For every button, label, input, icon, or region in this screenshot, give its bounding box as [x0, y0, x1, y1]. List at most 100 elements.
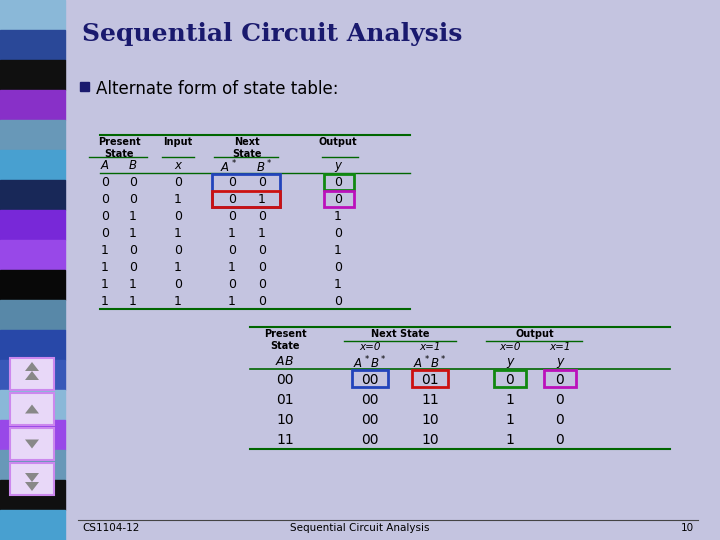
Text: 0: 0 [174, 210, 182, 223]
Text: x=0: x=0 [359, 342, 381, 352]
Text: Present
State: Present State [264, 329, 306, 350]
Text: 0: 0 [258, 210, 266, 223]
Bar [10, 463, 54, 495]
Text: 0: 0 [556, 373, 564, 387]
Text: 0: 0 [334, 295, 342, 308]
Text: 10: 10 [421, 433, 438, 447]
Text: Alternate form of state table:: Alternate form of state table: [96, 80, 338, 98]
Text: 0: 0 [334, 261, 342, 274]
Text: Output: Output [516, 329, 554, 339]
Text: $AB$: $AB$ [276, 355, 294, 368]
Text: $A^*B^*$: $A^*B^*$ [413, 355, 447, 372]
Bar [10, 393, 54, 425]
Text: 0: 0 [174, 278, 182, 291]
Bar [0, 30, 65, 60]
Text: 0: 0 [228, 193, 236, 206]
Polygon shape [25, 473, 39, 482]
Text: Input: Input [163, 137, 193, 147]
Bar [412, 370, 448, 387]
Text: y: y [557, 355, 564, 368]
Bar [494, 370, 526, 387]
Text: 1: 1 [258, 227, 266, 240]
Text: 1: 1 [334, 244, 342, 257]
Text: 1: 1 [129, 295, 137, 308]
Text: $A^*$: $A^*$ [220, 159, 238, 176]
Text: A: A [101, 159, 109, 172]
Text: 11: 11 [421, 393, 439, 407]
Text: 0: 0 [228, 210, 236, 223]
Bar [80, 82, 89, 91]
Text: 1: 1 [129, 210, 137, 223]
Bar [0, 270, 65, 300]
Text: 0: 0 [174, 176, 182, 189]
Text: 00: 00 [361, 393, 379, 407]
Polygon shape [25, 404, 39, 414]
Bar [0, 60, 65, 90]
Text: 1: 1 [129, 278, 137, 291]
Bar [212, 173, 280, 206]
Text: 11: 11 [276, 433, 294, 447]
Text: 1: 1 [258, 193, 266, 206]
Text: CS1104-12: CS1104-12 [82, 523, 140, 533]
Bar [0, 510, 65, 540]
Text: 0: 0 [556, 413, 564, 427]
Text: 1: 1 [334, 278, 342, 291]
Polygon shape [25, 362, 39, 371]
Bar [0, 450, 65, 480]
Text: 0: 0 [334, 193, 342, 206]
Bar [0, 360, 65, 390]
Text: x=1: x=1 [549, 342, 571, 352]
Text: 0: 0 [228, 244, 236, 257]
Text: 0: 0 [101, 176, 109, 189]
Text: 1: 1 [228, 261, 236, 274]
Text: 0: 0 [129, 244, 137, 257]
Text: 00: 00 [361, 373, 379, 387]
Bar [0, 180, 65, 210]
Text: Output: Output [319, 137, 357, 147]
Bar [0, 480, 65, 510]
Text: 0: 0 [101, 210, 109, 223]
Text: 1: 1 [505, 433, 514, 447]
Text: B: B [129, 159, 137, 172]
Text: 01: 01 [421, 373, 438, 387]
Text: 1: 1 [505, 413, 514, 427]
Text: Sequential Circuit Analysis: Sequential Circuit Analysis [82, 22, 462, 46]
Bar [0, 300, 65, 330]
Text: x: x [174, 159, 181, 172]
Bar [0, 330, 65, 360]
Text: 10: 10 [681, 523, 694, 533]
Bar [10, 358, 54, 390]
Bar [0, 150, 65, 180]
Bar [0, 90, 65, 120]
Text: 1: 1 [101, 261, 109, 274]
Text: 0: 0 [129, 176, 137, 189]
Bar [0, 420, 65, 450]
Text: 1: 1 [228, 295, 236, 308]
Text: 0: 0 [258, 261, 266, 274]
Bar [212, 191, 280, 206]
Bar [0, 240, 65, 270]
Text: 10: 10 [421, 413, 438, 427]
Text: 1: 1 [228, 227, 236, 240]
Text: 1: 1 [334, 210, 342, 223]
Text: 00: 00 [361, 433, 379, 447]
Text: 0: 0 [258, 244, 266, 257]
Text: y: y [506, 355, 513, 368]
Polygon shape [25, 482, 39, 491]
Text: 0: 0 [174, 244, 182, 257]
Bar [10, 428, 54, 460]
Text: 0: 0 [258, 278, 266, 291]
Text: 0: 0 [556, 433, 564, 447]
Text: 1: 1 [101, 278, 109, 291]
Text: 1: 1 [129, 227, 137, 240]
Text: 00: 00 [361, 413, 379, 427]
Text: 0: 0 [129, 193, 137, 206]
Text: x=1: x=1 [419, 342, 441, 352]
Bar [352, 370, 388, 387]
Text: 0: 0 [228, 278, 236, 291]
Text: 0: 0 [228, 176, 236, 189]
Text: 1: 1 [505, 393, 514, 407]
Text: y: y [335, 159, 341, 172]
Text: 1: 1 [174, 261, 182, 274]
Text: 0: 0 [334, 227, 342, 240]
